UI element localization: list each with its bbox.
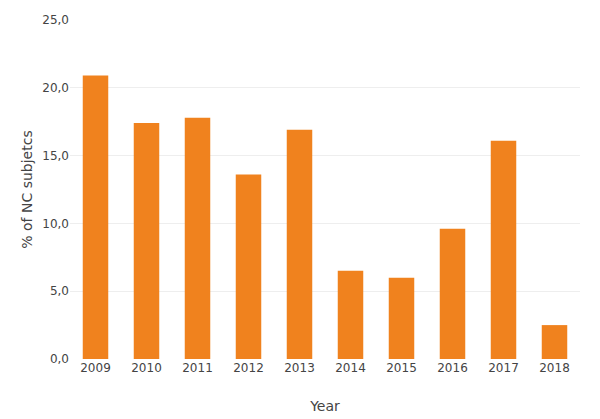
svg-text:0,0: 0,0 (50, 352, 69, 366)
svg-text:2016: 2016 (437, 361, 468, 375)
svg-text:10,0: 10,0 (42, 217, 69, 231)
svg-text:2014: 2014 (335, 361, 366, 375)
svg-text:5,0: 5,0 (50, 284, 69, 298)
svg-text:% of NC subjetcs: % of NC subjetcs (19, 130, 35, 248)
svg-text:2011: 2011 (182, 361, 213, 375)
svg-text:Year: Year (309, 398, 340, 414)
svg-text:2009: 2009 (80, 361, 111, 375)
svg-text:25,0: 25,0 (42, 13, 69, 27)
svg-text:20,0: 20,0 (42, 81, 69, 95)
svg-text:2013: 2013 (284, 361, 315, 375)
svg-text:2010: 2010 (131, 361, 162, 375)
svg-text:2018: 2018 (539, 361, 570, 375)
svg-text:2015: 2015 (386, 361, 417, 375)
svg-text:2012: 2012 (233, 361, 264, 375)
svg-text:2017: 2017 (488, 361, 519, 375)
svg-text:15,0: 15,0 (42, 149, 69, 163)
